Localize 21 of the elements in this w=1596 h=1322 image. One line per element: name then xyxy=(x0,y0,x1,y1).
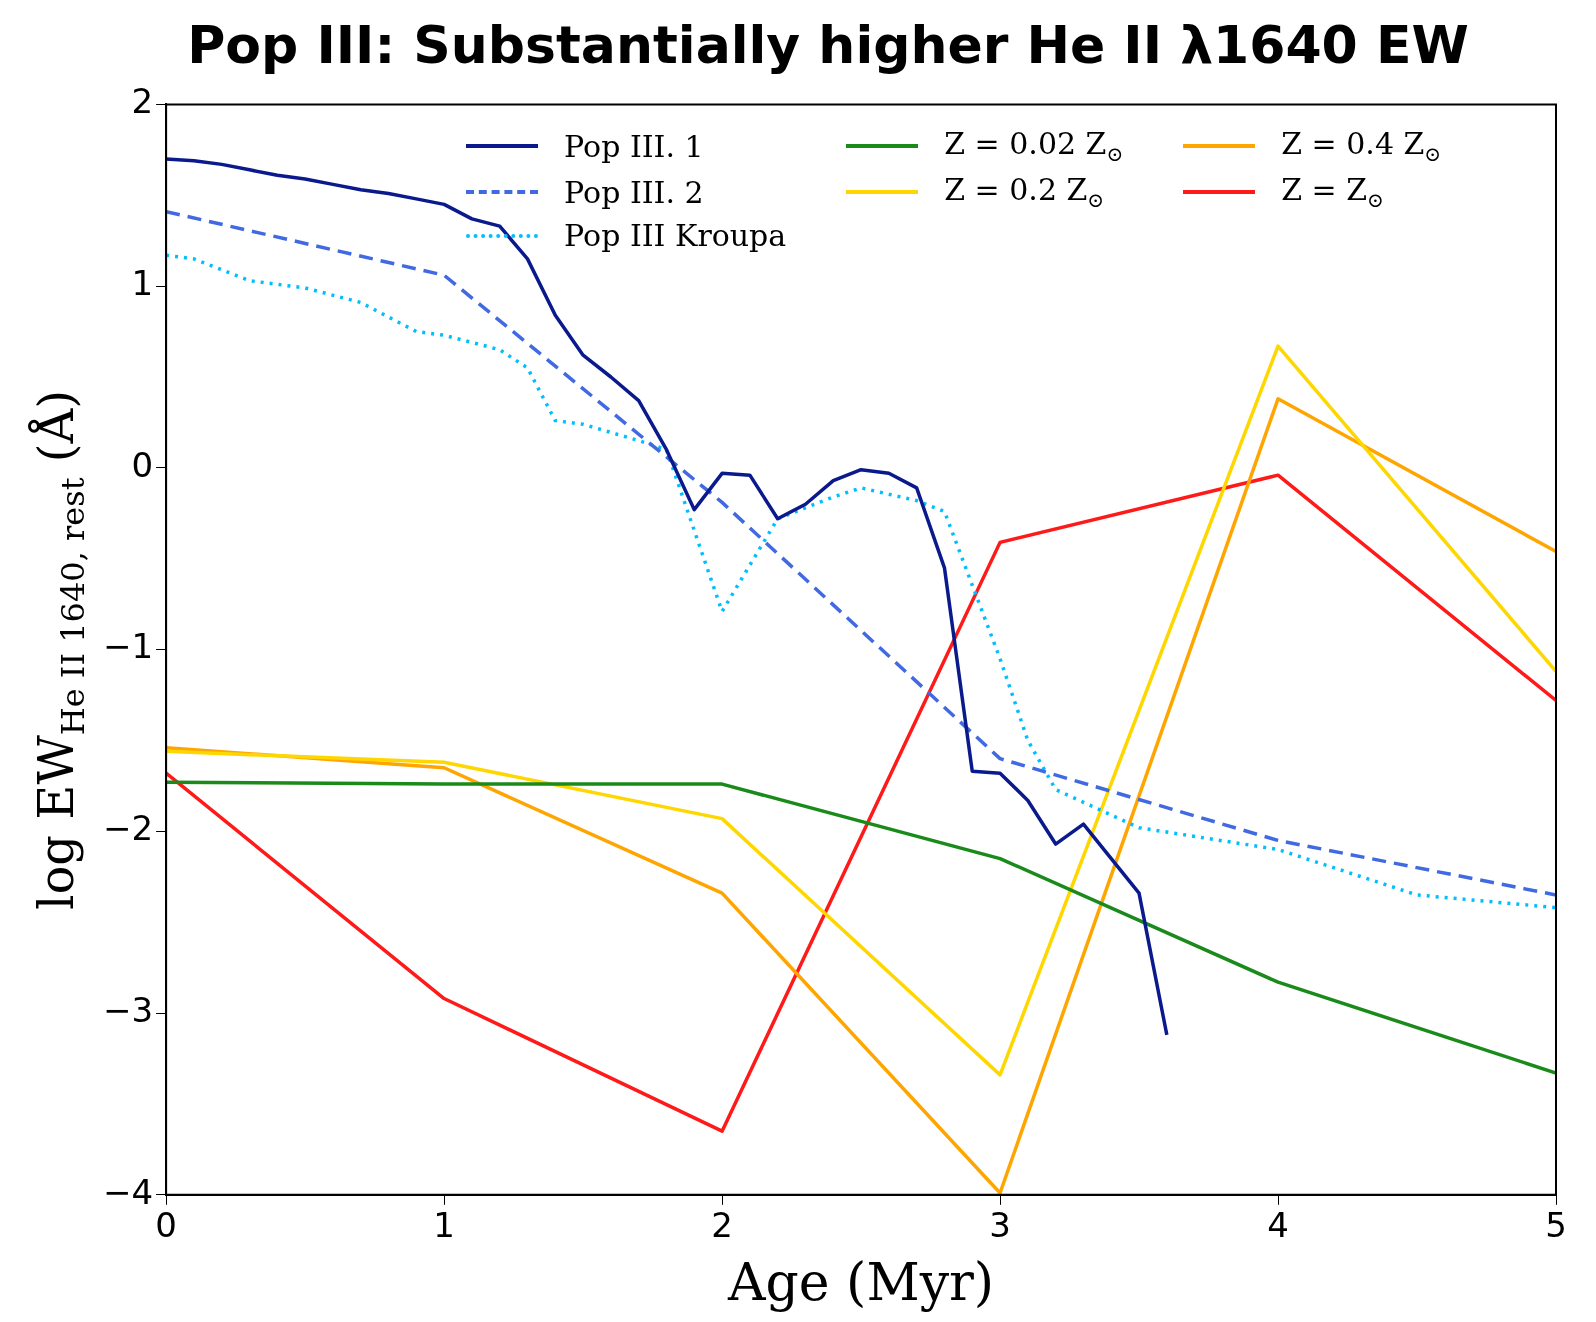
x-tick-label: 1 xyxy=(433,1205,455,1246)
y-tick-label: −3 xyxy=(103,989,154,1030)
legend-label: Pop III. 2 xyxy=(564,174,704,210)
y-tick-label: −1 xyxy=(103,626,154,667)
x-tick-label: 2 xyxy=(711,1205,733,1246)
y-tick-label: 1 xyxy=(131,262,154,303)
legend-label: Z = 0.4 Z$_{⊙}$ xyxy=(1281,126,1442,167)
chart-title: Pop III: Substantially higher He II λ1640 EW xyxy=(187,14,1469,75)
x-tick-label: 3 xyxy=(989,1205,1011,1246)
y-tick-label: −2 xyxy=(103,808,154,849)
x-axis-title: Age (Myr) xyxy=(726,1252,995,1313)
legend-label: Z = 0.2 Z$_{⊙}$ xyxy=(944,172,1105,213)
x-tick-label: 5 xyxy=(1545,1205,1567,1246)
legend-label: Pop III. 1 xyxy=(564,128,704,164)
x-tick-label: 4 xyxy=(1267,1205,1289,1246)
y-tick-label: 2 xyxy=(131,81,154,122)
legend-label: Z = Z$_{⊙}$ xyxy=(1281,172,1384,213)
legend-label: Z = 0.02 Z$_{⊙}$ xyxy=(944,126,1124,167)
y-tick-label: −4 xyxy=(103,1171,154,1212)
y-tick-label: 0 xyxy=(131,444,154,485)
legend-label: Pop III Kroupa xyxy=(564,218,787,254)
